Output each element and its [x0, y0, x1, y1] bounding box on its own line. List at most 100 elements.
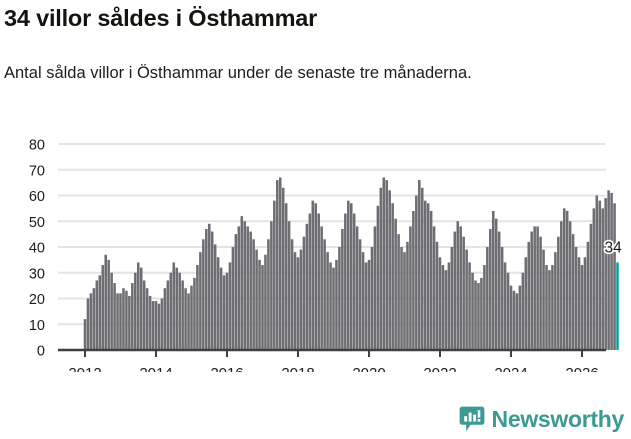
bar — [175, 267, 178, 350]
bar — [139, 267, 143, 350]
bar — [385, 180, 389, 350]
bar — [548, 270, 551, 350]
bar — [205, 228, 208, 350]
bar — [264, 254, 267, 350]
x-tick-label: 2026 — [565, 365, 598, 372]
bar — [157, 303, 161, 350]
y-tick-label: 40 — [29, 241, 45, 257]
bar — [145, 288, 149, 350]
bar — [222, 275, 226, 350]
bar — [391, 203, 394, 350]
bar — [557, 236, 560, 350]
y-axis-labels: 0 10 20 30 40 50 60 70 80 — [29, 138, 45, 360]
bar — [178, 272, 181, 350]
bar — [388, 190, 391, 350]
bar — [583, 257, 587, 350]
bar — [335, 259, 338, 351]
bar — [453, 231, 457, 350]
bar — [595, 195, 599, 350]
bar — [344, 213, 347, 350]
y-tick-label: 70 — [29, 163, 45, 179]
bar — [92, 288, 96, 350]
bar — [148, 295, 152, 350]
x-tick-label: 2014 — [139, 365, 172, 372]
bar — [270, 221, 273, 350]
bar — [554, 252, 557, 350]
y-tick-label: 50 — [29, 215, 45, 231]
bar — [500, 247, 504, 350]
bar — [225, 272, 229, 350]
newsworthy-logo[interactable]: Newsworthy — [459, 406, 624, 433]
bar — [542, 249, 545, 350]
bar — [420, 187, 424, 350]
x-tick-label: 2018 — [281, 365, 314, 372]
bar — [604, 198, 607, 350]
bar — [349, 203, 353, 350]
bar — [110, 272, 113, 350]
bar — [613, 203, 616, 350]
bar — [435, 241, 439, 350]
bar — [474, 280, 477, 350]
bar — [406, 241, 409, 350]
x-axis — [58, 348, 606, 357]
bar — [326, 252, 329, 350]
bar — [539, 236, 542, 350]
bar — [533, 226, 536, 350]
bar — [370, 247, 374, 350]
bar — [308, 213, 312, 350]
bar — [400, 247, 403, 350]
bar — [287, 221, 291, 350]
bar — [202, 239, 205, 350]
bar — [355, 226, 359, 350]
bar — [163, 288, 167, 350]
bar — [273, 200, 276, 350]
bar — [577, 257, 581, 350]
bar — [506, 272, 510, 350]
bar — [468, 262, 471, 350]
bar — [515, 293, 519, 350]
bar — [589, 223, 593, 350]
bar — [104, 254, 107, 350]
bar — [376, 205, 380, 350]
bar — [193, 277, 196, 350]
bar — [131, 283, 134, 350]
bar — [95, 280, 99, 350]
bar — [568, 221, 572, 350]
bar — [190, 285, 193, 351]
bar — [367, 259, 371, 351]
bar — [565, 210, 569, 350]
bar — [524, 257, 528, 350]
bar — [89, 293, 93, 350]
bar — [116, 293, 119, 350]
bar — [361, 252, 365, 350]
bar — [181, 280, 184, 350]
bar — [160, 298, 164, 350]
bar — [477, 283, 480, 350]
bar — [154, 301, 158, 350]
y-tick-label: 30 — [29, 266, 45, 282]
bar — [592, 208, 596, 351]
bar — [494, 218, 498, 350]
bar — [213, 244, 217, 350]
bar — [142, 280, 146, 350]
bar — [240, 216, 244, 350]
bar — [216, 257, 220, 350]
bar — [418, 180, 421, 350]
bar — [237, 226, 241, 350]
newsworthy-wordmark: Newsworthy — [491, 406, 625, 432]
bar — [489, 228, 492, 350]
bar — [503, 262, 507, 350]
x-tick-label: 2012 — [68, 365, 101, 372]
bar — [415, 195, 418, 350]
bar — [364, 262, 368, 350]
bar — [125, 290, 128, 350]
y-tick-label: 60 — [29, 189, 45, 205]
bar — [255, 249, 258, 350]
bar — [536, 226, 539, 350]
bar — [169, 272, 173, 350]
bar — [527, 241, 531, 350]
bar — [267, 239, 270, 350]
bar — [574, 247, 578, 350]
bar — [423, 200, 427, 350]
